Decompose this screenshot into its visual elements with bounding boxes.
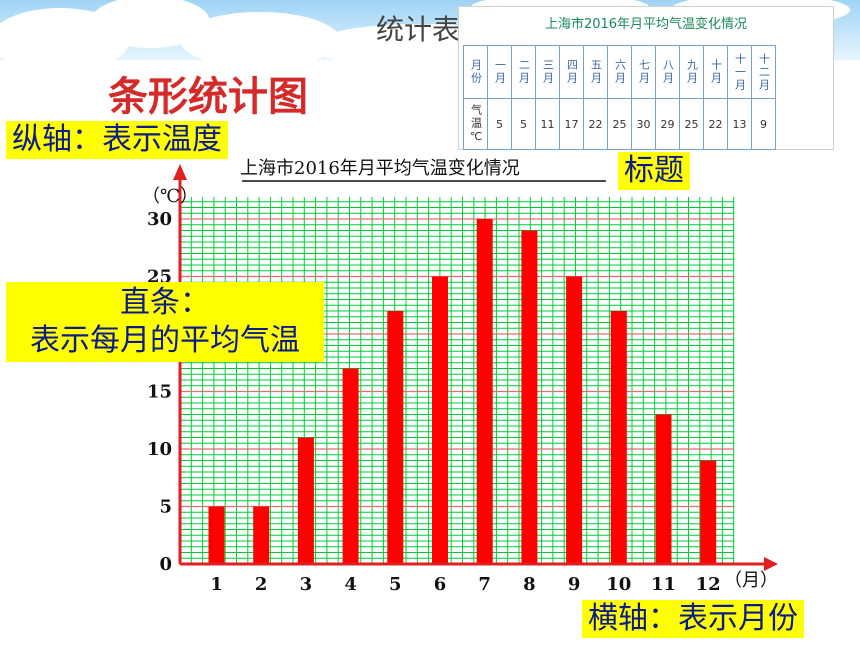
- x-axis-annotation: 横轴：表示月份: [582, 600, 804, 638]
- x-tick-label: 5: [389, 574, 402, 595]
- x-tick-label: 2: [255, 574, 268, 595]
- y-tick-label: 10: [147, 439, 172, 460]
- temperature-table: 月份 一月 二月 三月 四月 五月 六月 七月 八月 九月 十月 十一月 十二月 气温℃ 5 5 11 17…: [463, 45, 776, 150]
- title-annotation: 标题: [618, 152, 690, 190]
- statistics-table: 上海市2016年月平均气温变化情况 月份 一月 二月 三月 四月 五月 六月 七月 八月 九月十…: [458, 6, 834, 150]
- temp-cell: 5: [511, 98, 536, 150]
- month-cell: 三月: [535, 45, 560, 99]
- x-tick-label: 11: [651, 574, 676, 595]
- header-cell-temp: 气温℃: [463, 98, 488, 150]
- bar-annotation-line1: 直条：: [120, 285, 210, 320]
- month-cell: 一月: [487, 45, 512, 99]
- temp-cell: 22: [583, 98, 608, 150]
- bar: [700, 460, 717, 564]
- chart-title: 上海市2016年月平均气温变化情况: [240, 158, 520, 179]
- temp-cell: 17: [559, 98, 584, 150]
- y-tick-label: 5: [159, 497, 172, 518]
- y-axis-arrow: [173, 164, 187, 180]
- temp-cell: 29: [655, 98, 680, 150]
- bar: [655, 414, 672, 564]
- bar: [521, 230, 538, 564]
- bar: [253, 506, 270, 564]
- x-tick-label: 6: [434, 574, 447, 595]
- bar: [476, 219, 493, 564]
- x-tick-label: 8: [523, 574, 536, 595]
- month-cell: 十二月: [751, 45, 776, 99]
- bar: [208, 506, 225, 564]
- table-title: 上海市2016年月平均气温变化情况: [544, 17, 748, 32]
- x-tick-label: 12: [696, 574, 721, 595]
- y-axis-annotation: 纵轴：表示温度: [6, 121, 228, 159]
- bar: [297, 437, 314, 564]
- x-axis-unit: （月）: [724, 570, 778, 591]
- bar-annotation: 直条： 表示每月的平均气温: [6, 282, 324, 362]
- table-caption: 统计表: [376, 13, 461, 46]
- temp-cell: 25: [607, 98, 632, 150]
- header-cell-month: 月份: [463, 45, 488, 99]
- temp-cell: 30: [631, 98, 656, 150]
- month-cell: 六月: [607, 45, 632, 99]
- x-tick-label: 4: [344, 574, 357, 595]
- month-cell: 七月: [631, 45, 656, 99]
- month-cell: 五月: [583, 45, 608, 99]
- x-tick-label: 1: [210, 574, 223, 595]
- x-tick-label: 9: [568, 574, 581, 595]
- bar: [387, 311, 404, 564]
- bar: [610, 311, 627, 564]
- temp-cell: 11: [535, 98, 560, 150]
- temp-cell: 13: [727, 98, 752, 150]
- x-axis-arrow: [764, 557, 778, 571]
- y-tick-label: 15: [147, 382, 172, 403]
- y-tick-label: 30: [147, 209, 172, 230]
- temp-cell: 25: [679, 98, 704, 150]
- x-tick-label: 7: [478, 574, 491, 595]
- bar: [432, 276, 448, 564]
- y-tick-label: 0: [159, 554, 172, 575]
- month-cell: 十月: [703, 45, 728, 99]
- x-tick-label: 3: [300, 574, 313, 595]
- x-tick-label: 10: [606, 574, 631, 595]
- temp-cell: 9: [751, 98, 776, 150]
- bar: [342, 368, 359, 564]
- bar: [566, 276, 583, 564]
- bar-annotation-line2: 表示每月的平均气温: [30, 323, 300, 358]
- page-heading: 条形统计图: [108, 74, 308, 120]
- month-cell: 九月: [679, 45, 704, 99]
- y-axis-unit: （℃）: [142, 186, 198, 207]
- month-cell: 八月: [655, 45, 680, 99]
